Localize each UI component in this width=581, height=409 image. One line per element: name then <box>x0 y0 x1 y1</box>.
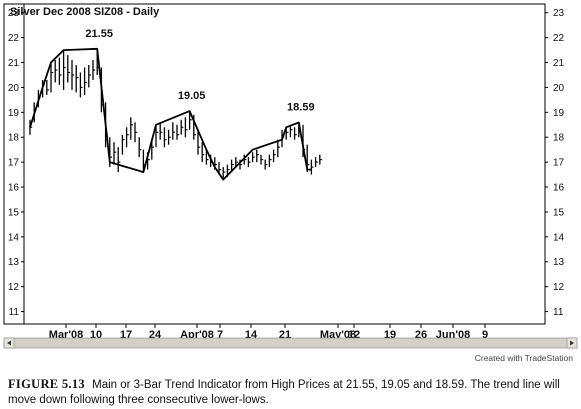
ohlc-bar <box>58 57 62 85</box>
ohlc-bar <box>92 60 96 80</box>
y-tick-label-right: 18 <box>553 133 565 144</box>
ohlc-bar <box>88 65 91 88</box>
scroll-right-arrow-icon[interactable] <box>566 337 578 349</box>
ohlc-bar <box>289 124 293 138</box>
chart-panel: Silver Dec 2008 SIZ08 - Daily 11 12 13 14 15… <box>3 3 578 349</box>
ohlc-bar <box>75 65 79 93</box>
ohlc-bar <box>46 79 49 95</box>
y-tick-label-right: 19 <box>553 108 565 119</box>
ohlc-bar <box>256 149 259 163</box>
trend-line <box>29 47 312 181</box>
ohlc-bar <box>314 157 318 168</box>
plot-frame <box>3 3 546 325</box>
ohlc-bar <box>277 139 280 158</box>
ohlc-bar <box>180 119 184 135</box>
ohlc-bar <box>54 60 58 83</box>
ohlc-bar <box>319 154 322 165</box>
ohlc-bar <box>272 149 276 163</box>
ohlc-bar <box>184 117 188 138</box>
ohlc-bar <box>247 157 251 168</box>
y-tick-label-left: 18 <box>8 133 20 144</box>
ohlc-bar <box>67 55 70 83</box>
ohlc-bar <box>260 154 264 165</box>
y-tick-label-right: 13 <box>553 257 565 268</box>
y-tick-label-right: 11 <box>553 307 564 318</box>
y-tick-label-left: 13 <box>8 257 20 268</box>
y-tick-label-right: 16 <box>553 183 565 194</box>
annotations: 21.55 19.05 18.59 <box>85 28 314 114</box>
ohlc-bar <box>235 157 238 168</box>
y-tick-label-left: 11 <box>9 307 20 318</box>
ohlc-bar <box>197 129 201 155</box>
ohlc-bar <box>264 159 268 170</box>
ohlc-bar <box>83 67 87 95</box>
y-tick-label-right: 20 <box>553 83 565 94</box>
chart-title: Silver Dec 2008 SIZ08 - Daily <box>10 6 160 18</box>
y-tick-label-left: 14 <box>8 232 20 243</box>
ohlc-bar <box>159 122 163 140</box>
y-tick-label-right: 23 <box>553 8 565 19</box>
horizontal-scrollbar[interactable] <box>3 337 578 349</box>
y-tick-label-right: 14 <box>553 232 565 243</box>
ohlc-bar <box>251 152 255 163</box>
y-tick-label-left: 15 <box>8 207 20 218</box>
ohlc-bar <box>125 127 129 148</box>
y-axis-right: 11 12 13 14 15 16 17 18 19 20 21 22 23 <box>545 8 565 318</box>
y-tick-label-right: 17 <box>553 158 565 169</box>
ohlc-bar <box>172 122 175 140</box>
y-tick-label-left: 19 <box>8 108 20 119</box>
x-tick-label: 7 <box>217 329 223 341</box>
caption-label: FIGURE 5.13 <box>8 377 85 391</box>
ohlc-bar <box>293 127 297 140</box>
ohlc-bar <box>188 111 192 130</box>
ohlc-bar <box>176 124 180 140</box>
y-axis-left: 11 12 13 14 15 16 17 18 19 20 21 22 23 <box>8 4 25 324</box>
high-annotation: 19.05 <box>178 90 206 102</box>
ohlc-bar <box>50 62 54 93</box>
y-tick-label-right: 21 <box>553 58 565 69</box>
ohlc-bar <box>121 134 125 155</box>
y-tick-label-right: 12 <box>553 282 565 293</box>
ohlc-bar <box>117 147 121 173</box>
x-tick-label: 9 <box>482 329 488 341</box>
ohlc-bar <box>268 154 272 168</box>
ohlc-bar <box>205 149 209 165</box>
scroll-left-arrow-icon[interactable] <box>3 337 15 349</box>
high-annotation: 18.59 <box>287 102 315 114</box>
ohlc-bar <box>134 122 138 143</box>
scrollbar-track[interactable] <box>3 337 578 349</box>
ohlc-bar <box>167 129 171 145</box>
figure-caption: FIGURE 5.13 Main or 3-Bar Trend Indicato… <box>8 377 576 408</box>
ohlc-bar <box>138 137 142 158</box>
y-tick-label-left: 21 <box>8 58 20 69</box>
ohlc-bar <box>130 117 133 140</box>
ohlc-bar <box>310 159 314 175</box>
ohlc-bar <box>62 50 66 90</box>
high-annotation: 21.55 <box>85 28 113 40</box>
y-tick-label-left: 12 <box>8 282 20 293</box>
y-tick-label-left: 20 <box>8 83 20 94</box>
y-tick-label-left: 16 <box>8 183 20 194</box>
ohlc-bar <box>243 154 247 165</box>
ohlc-bar <box>113 142 117 165</box>
chart-svg: Silver Dec 2008 SIZ08 - Daily 11 12 13 14 15… <box>3 3 578 349</box>
tradestation-credit: Created with TradeStation <box>474 353 573 363</box>
y-tick-label-left: 22 <box>8 33 20 44</box>
ohlc-bar <box>155 124 159 148</box>
y-tick-label-left: 17 <box>8 158 20 169</box>
caption-text: Main or 3-Bar Trend Indicator from High … <box>8 379 560 406</box>
ohlc-bar <box>79 72 83 98</box>
ohlc-bar <box>163 127 167 148</box>
y-tick-label-right: 15 <box>553 207 565 218</box>
trend-line-group <box>29 47 312 181</box>
ohlc-bar <box>222 167 226 180</box>
y-tick-label-right: 22 <box>553 33 565 44</box>
ohlc-bar <box>71 60 75 90</box>
y-tick-label-left: 23 <box>8 8 20 19</box>
ohlc-bar <box>201 142 205 163</box>
